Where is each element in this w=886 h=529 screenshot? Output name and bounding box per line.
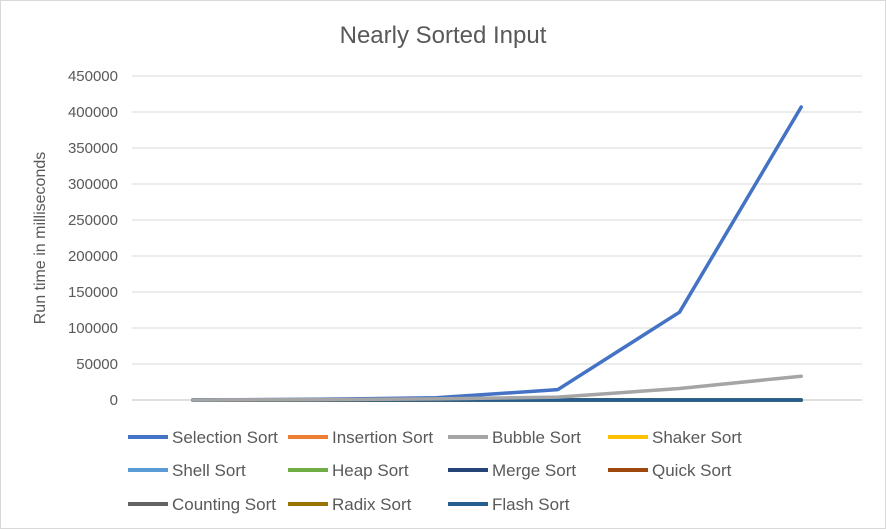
legend-label: Counting Sort bbox=[172, 495, 276, 514]
chart-title: Nearly Sorted Input bbox=[339, 22, 547, 49]
legend-label: Shaker Sort bbox=[652, 428, 742, 447]
legend-label: Radix Sort bbox=[332, 495, 412, 514]
legend-label: Flash Sort bbox=[492, 495, 570, 514]
y-tick-label: 250000 bbox=[68, 212, 118, 229]
legend-label: Quick Sort bbox=[652, 461, 732, 480]
y-tick-label: 50000 bbox=[76, 356, 118, 373]
series-line-selection-sort bbox=[191, 105, 803, 402]
y-axis-title: Run time in milliseconds bbox=[32, 152, 49, 325]
y-tick-label: 400000 bbox=[68, 104, 118, 121]
legend-label: Shell Sort bbox=[172, 461, 246, 480]
y-tick-label: 150000 bbox=[68, 284, 118, 301]
legend-label: Bubble Sort bbox=[492, 428, 581, 447]
legend-label: Heap Sort bbox=[332, 461, 409, 480]
y-tick-label: 300000 bbox=[68, 176, 118, 193]
legend-label: Merge Sort bbox=[492, 461, 576, 480]
legend-label: Insertion Sort bbox=[332, 428, 433, 447]
y-tick-label: 450000 bbox=[68, 68, 118, 85]
y-tick-label: 200000 bbox=[68, 248, 118, 265]
legend-label: Selection Sort bbox=[172, 428, 278, 447]
y-tick-label: 100000 bbox=[68, 320, 118, 337]
y-tick-label: 0 bbox=[110, 392, 118, 409]
y-tick-label: 350000 bbox=[68, 140, 118, 157]
series-line-bubble-sort bbox=[191, 374, 803, 402]
